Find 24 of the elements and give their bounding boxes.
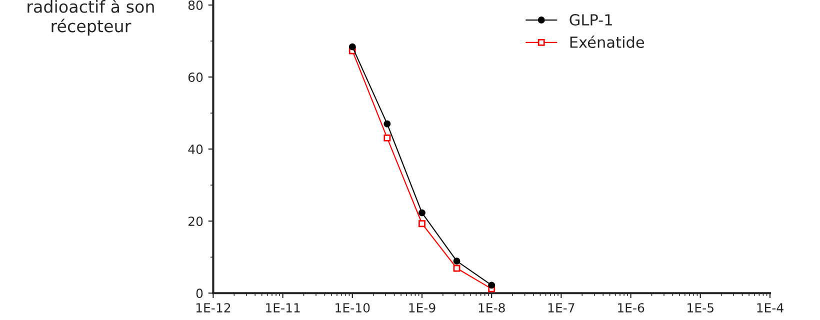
x-tick-label: 1E-8 [478,303,505,313]
y-tick-label: 0 [196,288,203,298]
y-tick-label: 80 [188,0,203,10]
x-tick-label: 1E-12 [196,303,230,312]
y-tick-label: 60 [188,72,203,82]
legend-label: GLP-1 [570,14,612,26]
point [384,120,391,128]
y-tick-label: 20 [188,216,203,226]
x-tick-label: 1E-11 [266,303,300,312]
point [418,220,426,228]
x-tick-label: 1E-9 [409,303,436,313]
point [453,258,460,265]
point [384,134,391,142]
point [348,43,356,50]
legend-label: Exénatide [570,36,644,48]
x-tick-label: 1E-7 [548,303,574,312]
x-tick-label: 1E-10 [336,303,370,313]
x-tick-label: 1E-6 [618,303,644,313]
point [453,264,460,272]
y-tick-label: 40 [188,144,203,154]
point [488,282,496,289]
x-tick-label: 1E-4 [757,303,784,312]
x-tick-label: 1E-5 [688,303,714,313]
point [418,209,426,216]
